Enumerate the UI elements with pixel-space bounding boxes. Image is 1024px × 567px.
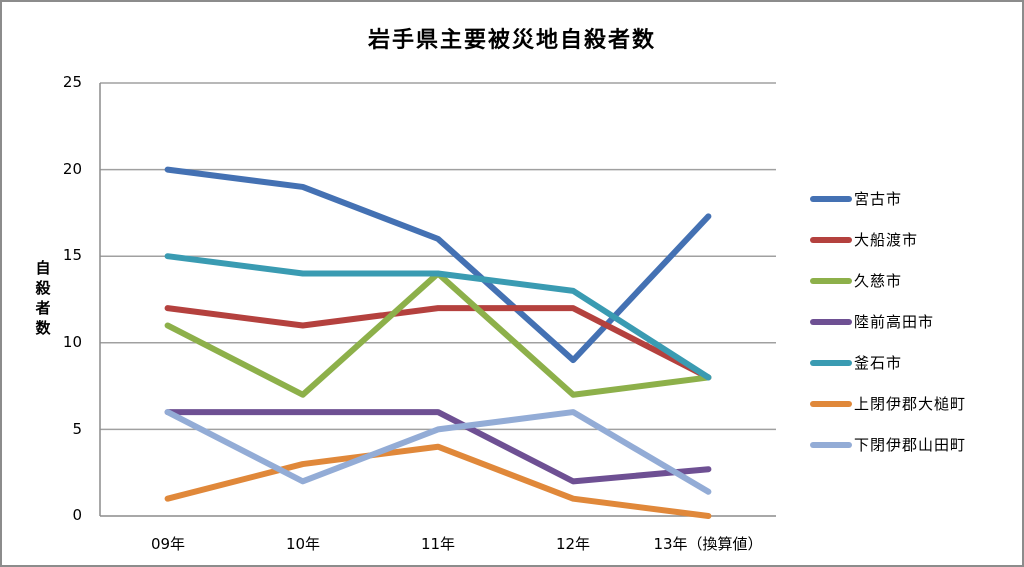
legend-item: 宮古市 xyxy=(810,178,966,219)
x-tick: 09年 xyxy=(150,535,186,553)
y-axis-label: 自殺者数 xyxy=(33,258,53,338)
legend-label: 下閉伊郡山田町 xyxy=(854,436,967,454)
y-tick: 10 xyxy=(62,333,82,351)
y-tick: 15 xyxy=(62,246,82,264)
gridlines xyxy=(99,82,776,517)
y-tick: 5 xyxy=(72,420,82,438)
series-line xyxy=(164,409,712,495)
chart-title: 岩手県主要被災地自殺者数 xyxy=(367,28,656,53)
y-tick: 20 xyxy=(62,160,82,178)
legend-item: 大船渡市 xyxy=(810,219,966,260)
legend-label: 久慈市 xyxy=(854,272,903,290)
legend-swatch-icon xyxy=(810,277,852,284)
y-tick: 0 xyxy=(72,506,82,524)
y-tick: 25 xyxy=(62,73,82,91)
legend-item: 上閉伊郡大槌町 xyxy=(810,383,966,424)
series-line xyxy=(164,305,712,381)
x-tick: 11年 xyxy=(420,535,456,553)
legend-swatch-icon xyxy=(810,318,852,325)
x-tick: 10年 xyxy=(285,535,321,553)
legend-item: 下閉伊郡山田町 xyxy=(810,424,966,465)
legend-swatch-icon xyxy=(810,236,852,243)
series-line xyxy=(164,443,712,519)
legend-item: 久慈市 xyxy=(810,260,966,301)
legend-swatch-icon xyxy=(810,359,852,366)
series-line xyxy=(164,253,712,381)
x-tick: 13年（換算値） xyxy=(653,535,763,553)
legend-swatch-icon xyxy=(810,400,852,407)
y-axis-label-char: 自殺者数 xyxy=(35,259,51,337)
legend-swatch-icon xyxy=(810,195,852,202)
series-line xyxy=(164,166,712,364)
series-lines xyxy=(164,166,712,519)
legend-swatch-icon xyxy=(810,441,852,448)
legend: 宮古市 大船渡市 久慈市 陸前高田市 釜石市 上閉伊郡大槌町 下閉伊郡山田町 xyxy=(810,178,966,465)
legend-label: 宮古市 xyxy=(854,190,903,208)
series-line xyxy=(164,409,712,485)
legend-label: 陸前高田市 xyxy=(854,313,935,331)
legend-item: 陸前高田市 xyxy=(810,301,966,342)
legend-label: 上閉伊郡大槌町 xyxy=(854,395,967,413)
legend-label: 大船渡市 xyxy=(854,231,919,249)
legend-item: 釜石市 xyxy=(810,342,966,383)
x-tick: 12年 xyxy=(555,535,591,553)
legend-label: 釜石市 xyxy=(854,354,903,372)
